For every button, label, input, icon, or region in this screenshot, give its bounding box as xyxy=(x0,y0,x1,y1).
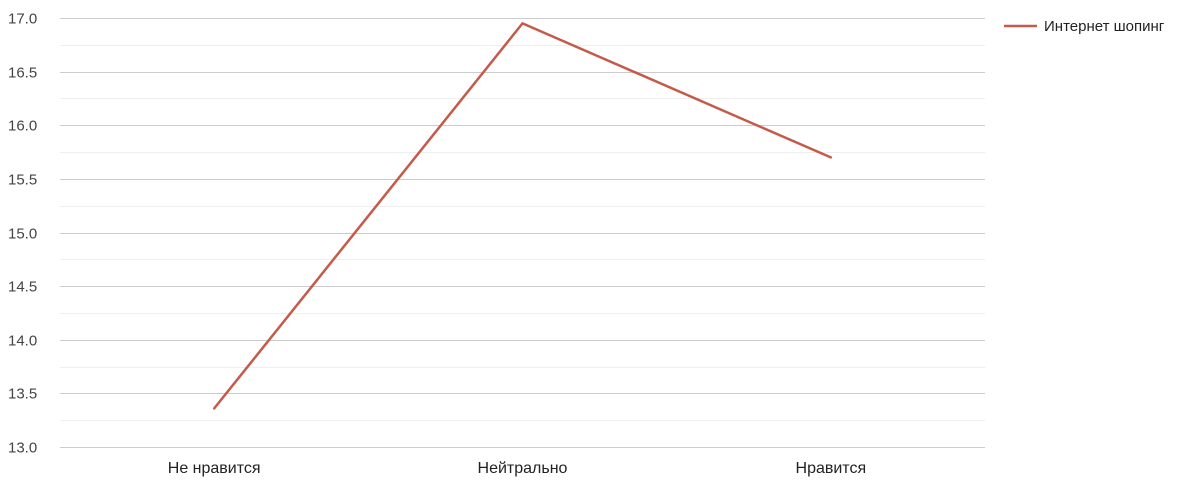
series-line xyxy=(212,22,833,410)
y-tick-label: 14.0 xyxy=(8,333,37,350)
legend[interactable]: Интернет шопинг xyxy=(1004,18,1165,35)
y-tick-label: 13.0 xyxy=(8,440,37,457)
y-tick-label: 17.0 xyxy=(8,11,37,28)
y-tick-label: 15.0 xyxy=(8,226,37,243)
y-axis-tick-labels: 13.0 13.5 14.0 14.5 15.0 15.5 16.0 16.5 17.0 xyxy=(8,11,37,457)
y-tick-label: 16.0 xyxy=(8,118,37,135)
y-tick-label: 15.5 xyxy=(8,172,37,189)
minor-gridlines xyxy=(60,45,985,421)
legend-label: Интернет шопинг xyxy=(1044,18,1165,35)
x-axis-category-labels: Не нравится Нейтрально Нравится xyxy=(168,460,866,477)
series-layer xyxy=(212,22,833,410)
x-category-label: Нравится xyxy=(796,460,867,477)
major-gridlines xyxy=(60,18,985,448)
x-category-label: Не нравится xyxy=(168,460,261,477)
y-tick-label: 13.5 xyxy=(8,386,37,403)
y-tick-label: 16.5 xyxy=(8,65,37,82)
y-tick-label: 14.5 xyxy=(8,279,37,296)
x-category-label: Нейтрально xyxy=(478,460,568,477)
